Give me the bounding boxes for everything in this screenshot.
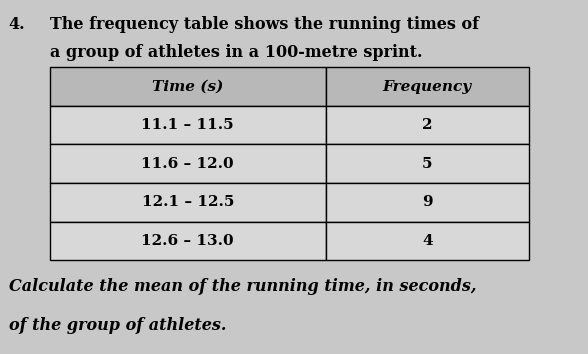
Text: a group of athletes in a 100-metre sprint.: a group of athletes in a 100-metre sprin… [50, 44, 423, 61]
Bar [50, 106, 326, 144]
Text: Calculate the mean of the running time, in seconds,: Calculate the mean of the running time, … [9, 278, 476, 295]
Text: 11.1 – 11.5: 11.1 – 11.5 [142, 118, 234, 132]
Bar [50, 183, 326, 222]
Bar [326, 222, 529, 260]
Text: Frequency: Frequency [383, 80, 472, 93]
Text: of the group of athletes.: of the group of athletes. [9, 317, 226, 334]
Text: 5: 5 [422, 157, 433, 171]
Text: 4.: 4. [9, 16, 25, 33]
Text: 9: 9 [422, 195, 433, 209]
Text: 4: 4 [422, 234, 433, 248]
Bar [50, 67, 326, 106]
Text: 12.6 – 13.0: 12.6 – 13.0 [142, 234, 234, 248]
Bar [50, 222, 326, 260]
Text: Time (s): Time (s) [152, 80, 223, 93]
Text: The frequency table shows the running times of: The frequency table shows the running ti… [50, 16, 479, 33]
Bar [326, 183, 529, 222]
Bar [50, 144, 326, 183]
Bar [326, 106, 529, 144]
Bar [326, 67, 529, 106]
Text: 11.6 – 12.0: 11.6 – 12.0 [142, 157, 234, 171]
Text: 12.1 – 12.5: 12.1 – 12.5 [142, 195, 234, 209]
Text: 2: 2 [422, 118, 433, 132]
Bar [326, 144, 529, 183]
